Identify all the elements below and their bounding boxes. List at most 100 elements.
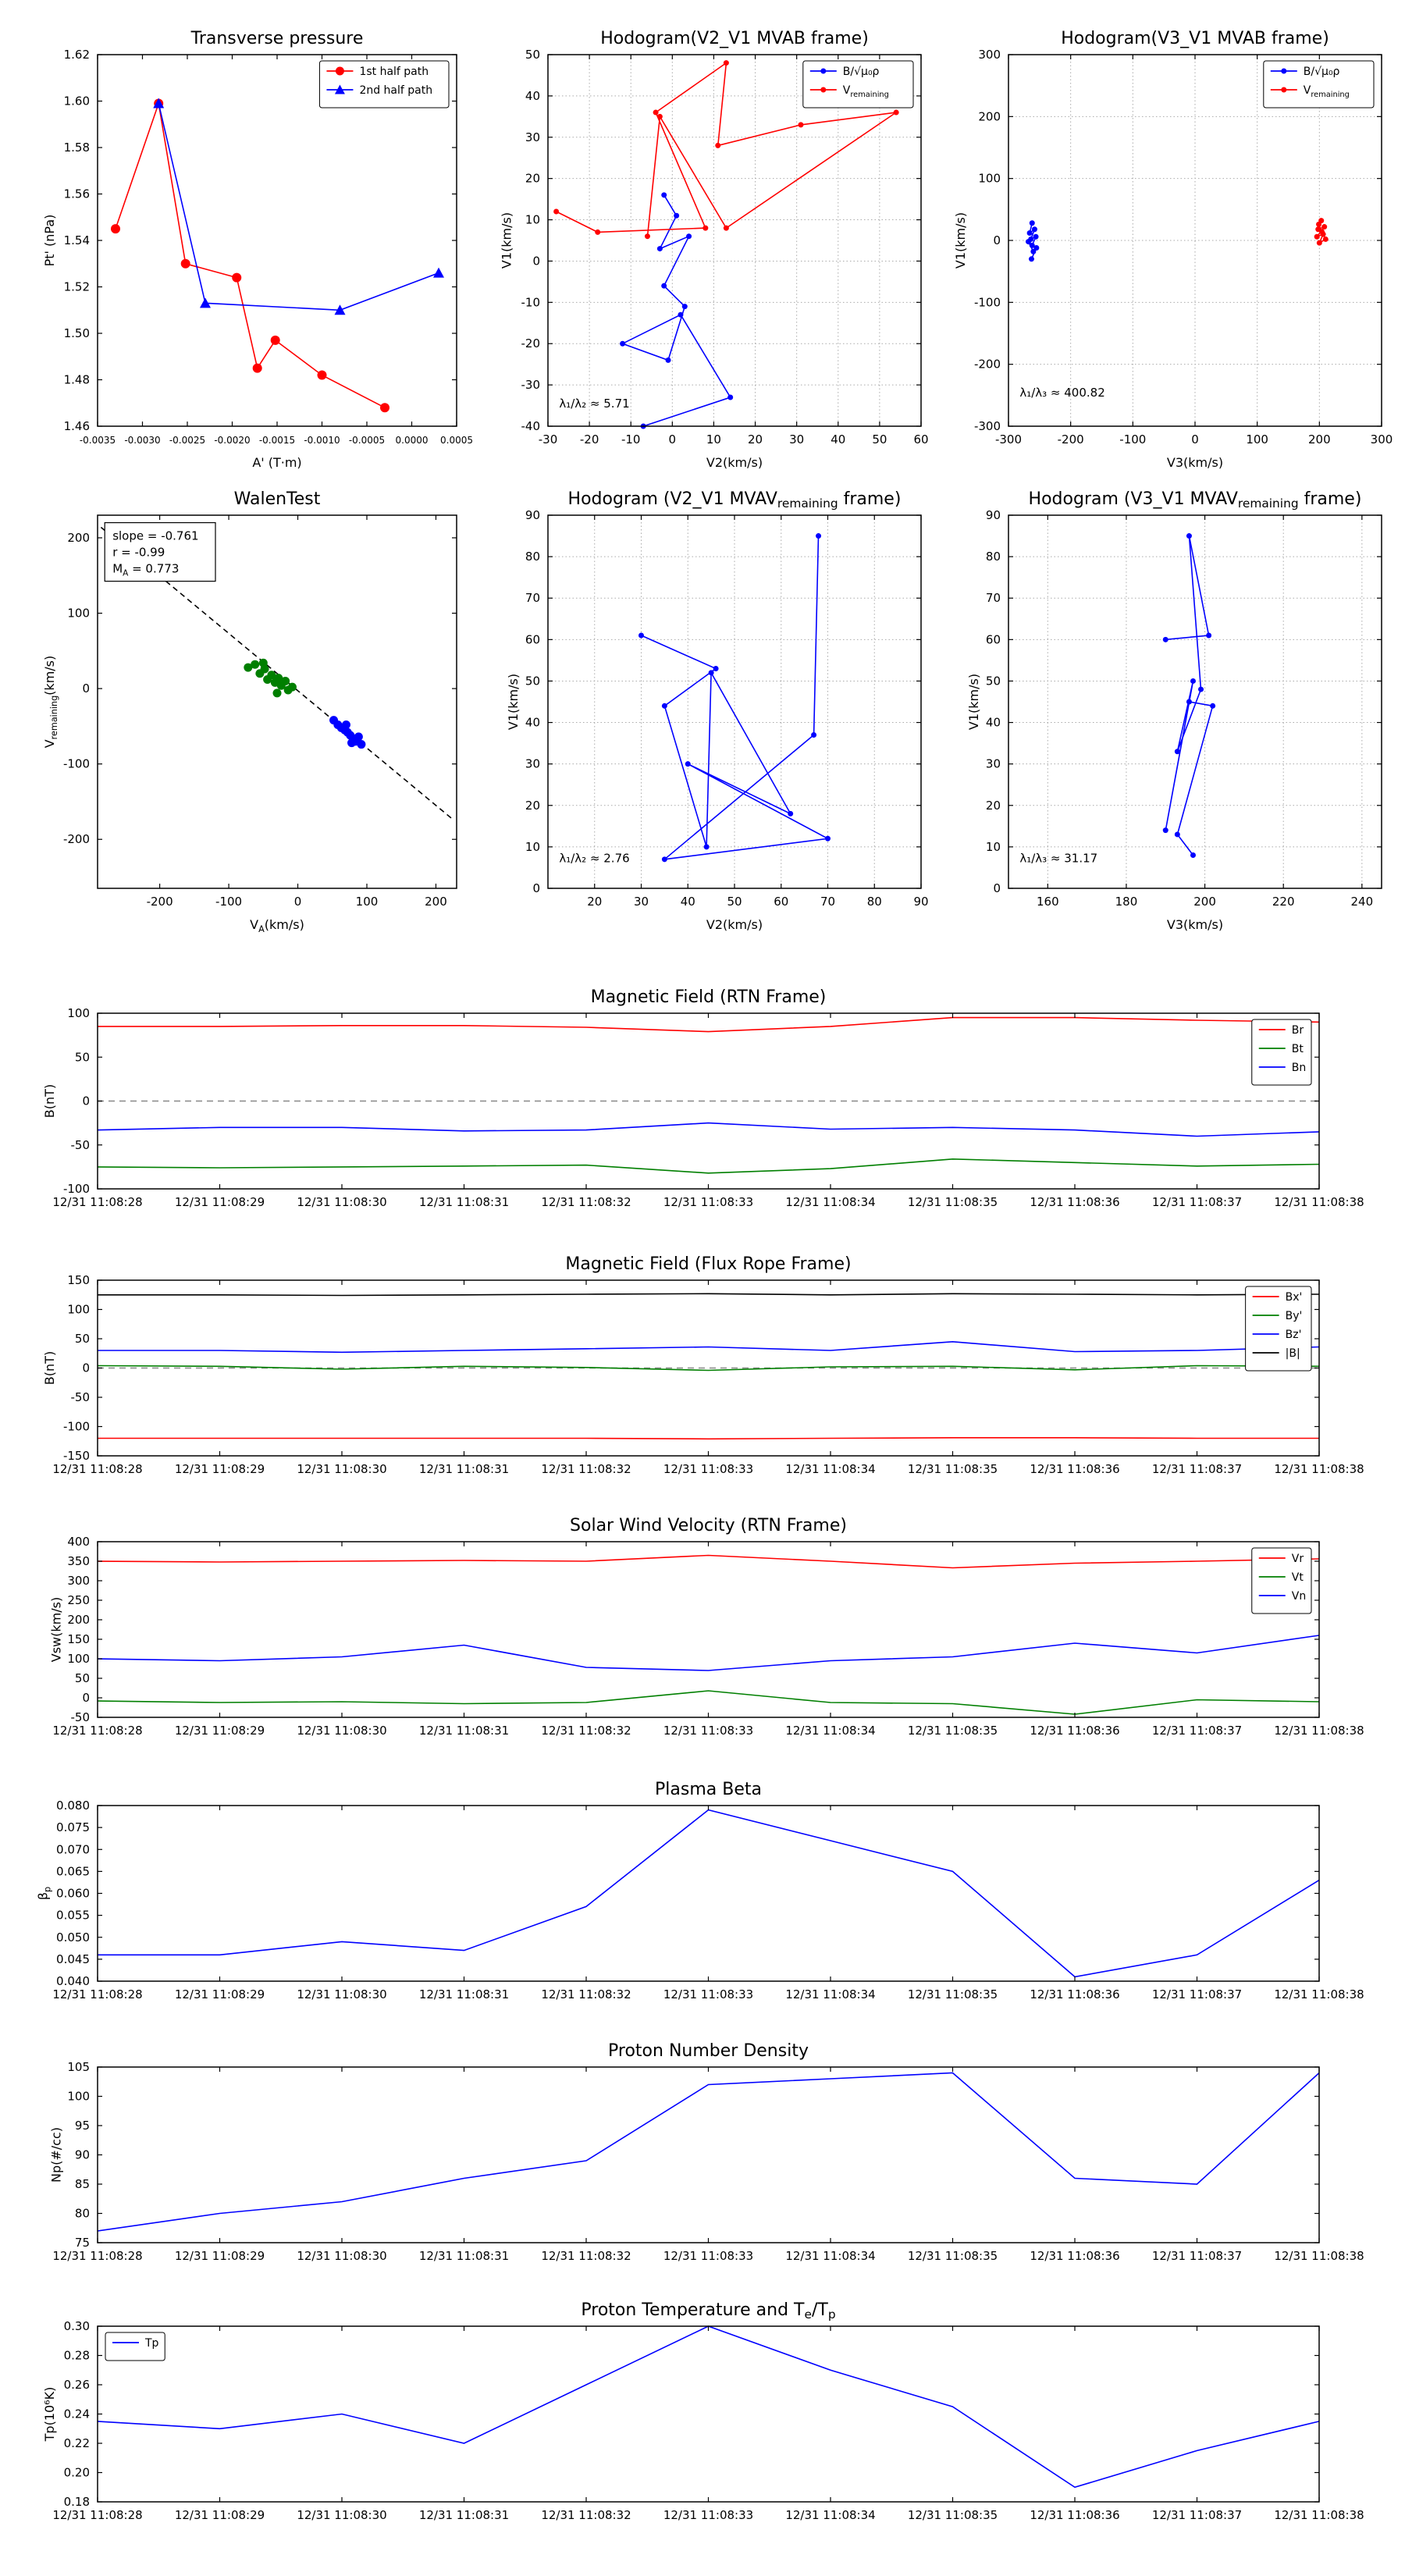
x-tick-label: 12/31 11:08:36 (1030, 1987, 1119, 2001)
y-tick-label: 1.48 (64, 373, 90, 387)
series-1st half path (115, 103, 386, 408)
y-tick-label: 40 (525, 716, 540, 730)
y-tick-label: 0 (532, 881, 540, 895)
y-axis-label: Vsw(km/s) (49, 1597, 64, 1662)
x-tick-label: 60 (913, 432, 928, 447)
y-tick-label: -50 (71, 1710, 91, 1724)
series-Vt (97, 1690, 1320, 1715)
x-tick-label: 20 (748, 432, 763, 447)
x-tick-label: 12/31 11:08:29 (175, 1195, 265, 1209)
y-tick-label: 0.30 (64, 2319, 90, 2333)
series-Bt (97, 1158, 1320, 1174)
chart-title: Hodogram(V2_V1 MVAB frame) (600, 29, 869, 48)
legend-label: |B| (1286, 1347, 1300, 1360)
y-tick-label: 0.080 (56, 1799, 90, 1813)
legend-label: Br (1292, 1024, 1304, 1037)
y-tick-label: 1.54 (64, 233, 90, 247)
x-tick-label: 0.0000 (396, 435, 429, 446)
x-tick-label: -100 (1119, 432, 1146, 447)
x-tick-label: 12/31 11:08:28 (52, 1462, 142, 1476)
x-tick-label: -0.0035 (80, 435, 116, 446)
y-tick-label: 95 (75, 2119, 90, 2133)
y-tick-label: 1.62 (64, 48, 90, 62)
x-tick-label: -200 (1058, 432, 1084, 447)
y-tick-label: 30 (525, 130, 540, 144)
annotation-text: λ₁/λ₃ ≈ 31.17 (1019, 852, 1097, 866)
x-tick-label: -20 (580, 432, 599, 447)
annotation-line: r = -0.99 (112, 546, 165, 560)
legend-label: Vt (1292, 1571, 1304, 1584)
x-tick-label: 12/31 11:08:31 (419, 1724, 509, 1738)
x-tick-label: 12/31 11:08:37 (1152, 1462, 1242, 1476)
x-tick-label: 12/31 11:08:32 (541, 2249, 631, 2263)
y-tick-label: -150 (63, 1449, 90, 1463)
chart-title: Plasma Beta (655, 1780, 762, 1799)
x-tick-label: -0.0025 (169, 435, 205, 446)
y-tick-label: 50 (525, 48, 540, 62)
panel-hodogram-v2v1-mvab: -30 -20 -10 0 10 20 30 40 50 60-40-30-20-10010203… (500, 29, 929, 470)
panel-walen-test: -200 -100 0 100 200 -200 -100 0 100 200 WalenTest V… (42, 489, 457, 934)
y-tick-label: 200 (67, 531, 90, 545)
y-tick-label: 60 (525, 632, 540, 646)
x-tick-label: 80 (867, 895, 882, 909)
series-Vn (97, 1635, 1320, 1671)
x-tick-label: 12/31 11:08:28 (52, 2508, 142, 2522)
x-tick-label: 12/31 11:08:34 (785, 1987, 875, 2001)
y-tick-label: 1.58 (64, 141, 90, 155)
y-tick-label: 80 (986, 550, 1001, 564)
chart-title: Magnetic Field (RTN Frame) (591, 987, 827, 1007)
legend-label: 1st half path (359, 66, 429, 78)
y-tick-label: 100 (67, 1006, 90, 1020)
chart-title: Hodogram(V3_V1 MVAB frame) (1061, 29, 1329, 48)
y-tick-label: -20 (521, 336, 541, 350)
y-tick-label: 30 (986, 757, 1001, 771)
panel-hodogram-v3v1-mvav: 160 180 200 220 240 0 10 20 30 40 50 60 70 80 90 Hodogr… (966, 489, 1382, 932)
panel-magnetic-field-flux-rope: 12/31 11:08:28 12/31 11:08:29 12/31 11:08:… (42, 1254, 1364, 1476)
x-tick-label: 70 (820, 895, 835, 909)
y-tick-label: 1.46 (64, 419, 90, 433)
y-tick-label: 40 (986, 716, 1001, 730)
y-tick-label: 10 (525, 840, 540, 854)
y-axis-label: B(nT) (42, 1084, 57, 1118)
legend-box (105, 2332, 165, 2361)
annotation-box (104, 521, 216, 582)
y-tick-label: -100 (974, 295, 1001, 309)
x-tick-label: 220 (1272, 895, 1295, 909)
y-tick-label: 0 (532, 254, 540, 268)
series-Bz' (98, 1340, 1320, 1354)
y-axis-label: B(nT) (42, 1351, 57, 1385)
legend-box (1245, 1286, 1312, 1372)
series-Bn (97, 1122, 1320, 1137)
x-tick-label: -0.0020 (214, 435, 250, 446)
y-tick-label: -50 (71, 1138, 91, 1152)
annotation-text: λ₁/λ₂ ≈ 2.76 (559, 852, 629, 866)
x-tick-label: 12/31 11:08:31 (419, 2508, 509, 2522)
y-tick-label: 80 (75, 2207, 90, 2221)
y-tick-label: 1.60 (64, 94, 90, 109)
x-tick-label: 0.0005 (440, 435, 473, 446)
y-tick-label: 0.24 (64, 2407, 90, 2421)
x-tick-label: 12/31 11:08:35 (908, 1462, 998, 1476)
x-tick-label: 12/31 11:08:36 (1030, 2508, 1119, 2522)
x-axis-label: V3(km/s) (1167, 917, 1223, 932)
x-tick-label: 12/31 11:08:29 (175, 1462, 265, 1476)
y-tick-label: 100 (67, 1652, 90, 1666)
y-tick-label: 20 (986, 799, 1001, 813)
chart-title: WalenTest (234, 489, 321, 509)
y-tick-label: 200 (67, 1613, 90, 1627)
x-tick-label: 12/31 11:08:28 (52, 1195, 142, 1209)
x-tick-label: 12/31 11:08:30 (297, 2508, 386, 2522)
chart-title: Solar Wind Velocity (RTN Frame) (570, 1516, 847, 1535)
x-tick-label: 12/31 11:08:36 (1030, 2249, 1119, 2263)
panel-transverse-pressure: -0.0035 -0.0030 -0.0025 -0.0020 -0.0015 -0.00… (42, 29, 473, 470)
x-tick-label: 12/31 11:08:37 (1152, 2508, 1242, 2522)
annotation-line: MA = 0.773 (112, 562, 179, 578)
x-tick-label: 12/31 11:08:33 (663, 2508, 753, 2522)
x-tick-label: 12/31 11:08:28 (52, 1987, 142, 2001)
x-tick-label: 12/31 11:08:28 (52, 1724, 142, 1738)
y-tick-label: 200 (978, 109, 1001, 123)
y-tick-label: 50 (75, 1050, 90, 1064)
x-tick-label: 12/31 11:08:34 (785, 2249, 875, 2263)
y-tick-label: 0 (82, 681, 90, 696)
x-tick-label: 12/31 11:08:29 (175, 1987, 265, 2001)
